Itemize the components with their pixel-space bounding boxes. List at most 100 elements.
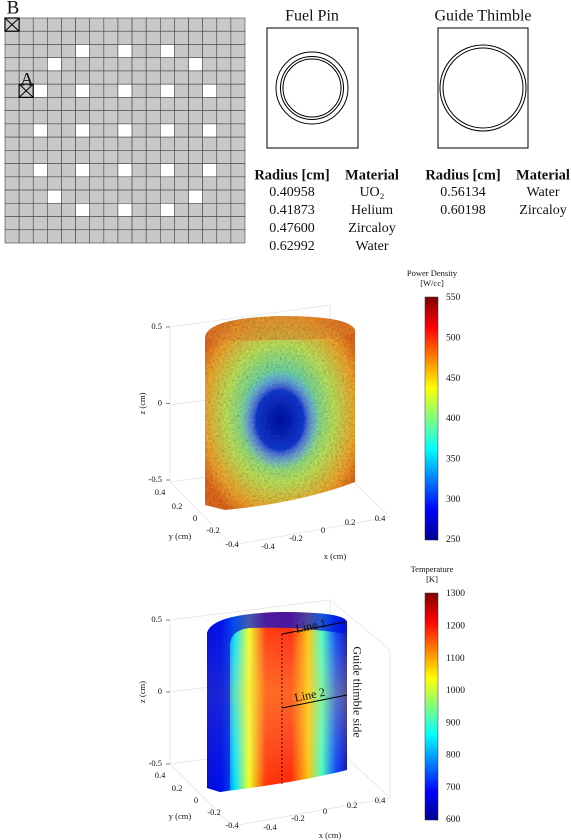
table-cell: Water	[355, 239, 388, 254]
colorbar-title: Power Density	[407, 268, 458, 278]
lattice-cell	[19, 31, 33, 44]
lattice-cell	[189, 203, 203, 216]
lattice-cell	[61, 71, 75, 84]
lattice-cell	[217, 164, 231, 177]
y-tick-label: -0.4	[225, 820, 239, 830]
lattice-cell	[118, 190, 132, 203]
lattice-cell	[47, 137, 61, 150]
lattice-cell	[174, 150, 188, 163]
lattice-cell	[160, 164, 174, 177]
table-cell: 0.40958	[269, 185, 315, 200]
table-cell: Water	[526, 185, 559, 200]
lattice-cell	[174, 84, 188, 97]
x-tick-label: -0.4	[263, 822, 277, 832]
lattice-cell	[160, 124, 174, 137]
lattice-cell	[76, 58, 90, 71]
lattice-cell	[90, 164, 104, 177]
lattice-cell	[189, 124, 203, 137]
colorbar-tick-label: 400	[446, 414, 461, 424]
lattice-cell	[189, 217, 203, 230]
lattice-cell	[132, 137, 146, 150]
lattice-cell	[231, 58, 245, 71]
lattice-cell	[61, 177, 75, 190]
lattice-cell	[104, 31, 118, 44]
lattice-cell	[61, 230, 75, 243]
lattice-cell	[33, 84, 47, 97]
y-tick-label: -0.2	[207, 807, 220, 817]
table-cell: UO₂	[359, 185, 384, 200]
lattice-cell	[146, 177, 160, 190]
lattice-cell	[146, 124, 160, 137]
lattice-cell	[118, 164, 132, 177]
lattice-cell	[118, 111, 132, 124]
lattice-cell	[160, 44, 174, 57]
lattice-cell	[5, 177, 19, 190]
lattice-cell	[203, 31, 217, 44]
lattice-cell	[132, 124, 146, 137]
lattice-cell	[104, 217, 118, 230]
lattice-cell	[33, 44, 47, 57]
lattice-cell	[118, 18, 132, 31]
x-tick-label: 0.4	[375, 513, 386, 523]
x-tick-label: -0.4	[261, 541, 275, 551]
lattice-cell	[90, 44, 104, 57]
lattice-cell	[217, 111, 231, 124]
lattice-cell	[174, 97, 188, 110]
lattice-cell	[90, 137, 104, 150]
lattice-cell	[160, 58, 174, 71]
x-tick-label: 0.4	[375, 795, 386, 805]
table-cell: 0.56134	[440, 185, 486, 200]
lattice-cell	[189, 97, 203, 110]
lattice-cell	[76, 137, 90, 150]
x-axis-label: x (cm)	[324, 551, 347, 561]
table-header: Material	[345, 167, 399, 183]
lattice-cell	[118, 177, 132, 190]
lattice-cell	[217, 124, 231, 137]
lattice-cell	[146, 111, 160, 124]
lattice-cell	[47, 18, 61, 31]
lattice-cell	[174, 137, 188, 150]
lattice-cell	[132, 18, 146, 31]
lattice-cell	[47, 124, 61, 137]
lattice-cell	[231, 164, 245, 177]
lattice-cell	[104, 164, 118, 177]
lattice-cell	[61, 97, 75, 110]
lattice-cell	[203, 71, 217, 84]
table-cell: 0.41873	[269, 203, 315, 218]
lattice-cell	[47, 177, 61, 190]
colorbar-tick-label: 350	[446, 455, 461, 465]
lattice-cell	[61, 124, 75, 137]
lattice-cell	[189, 44, 203, 57]
lattice-cell	[146, 84, 160, 97]
lattice-cell	[189, 58, 203, 71]
y-tick-label: 0.4	[155, 487, 166, 497]
marker-label: B	[7, 0, 20, 18]
lattice-cell	[203, 230, 217, 243]
lattice-cell	[5, 44, 19, 57]
lattice-cell	[5, 164, 19, 177]
x-tick-label: 0	[321, 525, 325, 535]
lattice-cell	[19, 190, 33, 203]
lattice-cell	[203, 124, 217, 137]
lattice-cell	[5, 203, 19, 216]
lattice-cell	[203, 18, 217, 31]
lattice-cell	[5, 97, 19, 110]
lattice-cell	[33, 71, 47, 84]
lattice-cell	[61, 31, 75, 44]
lattice-cell	[118, 124, 132, 137]
lattice-cell	[132, 217, 146, 230]
lattice-cell	[132, 97, 146, 110]
lattice-cell	[33, 203, 47, 216]
lattice-cell	[61, 217, 75, 230]
lattice-cell	[231, 177, 245, 190]
y-tick-label: -0.4	[225, 539, 239, 549]
lattice-cell	[174, 44, 188, 57]
lattice-cell	[174, 18, 188, 31]
lattice-cell	[33, 230, 47, 243]
annotation: Guide thimble side	[350, 646, 364, 737]
lattice-cell	[160, 111, 174, 124]
lattice-cell	[231, 217, 245, 230]
lattice-cell	[231, 111, 245, 124]
colorbar-tick-label: 1100	[446, 654, 465, 664]
lattice-cell	[217, 58, 231, 71]
